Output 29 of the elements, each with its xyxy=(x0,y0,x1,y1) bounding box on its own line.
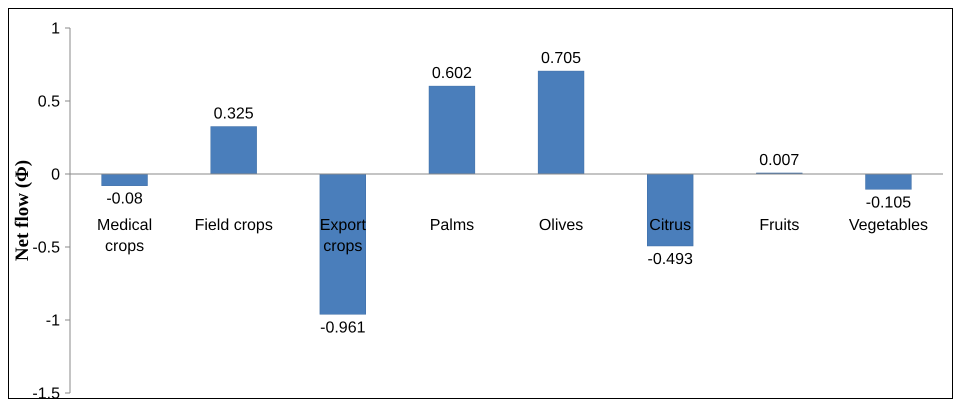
bar xyxy=(320,174,366,315)
bar xyxy=(647,174,694,246)
data-label: -0.105 xyxy=(866,194,912,212)
bar xyxy=(101,174,148,186)
y-tick-label: 0.5 xyxy=(38,94,60,111)
x-tick-label: Medical crops xyxy=(96,217,152,255)
bar xyxy=(538,70,584,174)
x-tick-label: Olives xyxy=(538,217,584,234)
x-tick-label: Palms xyxy=(430,217,474,234)
y-tick-label: -0.5 xyxy=(32,240,60,257)
data-label: 0.007 xyxy=(759,152,800,169)
data-label: 0.325 xyxy=(214,106,254,123)
x-tick-label: Fruits xyxy=(759,217,800,234)
x-tick-label: Export crops xyxy=(320,217,366,255)
data-label: 0.705 xyxy=(541,50,582,68)
data-label: -0.493 xyxy=(648,250,693,268)
x-tick-label: Citrus xyxy=(649,217,692,234)
bar xyxy=(210,126,257,174)
x-tick-label: Vegetables xyxy=(848,217,928,234)
data-label: -0.961 xyxy=(320,319,366,336)
bar xyxy=(865,174,912,190)
y-axis-title: Net flow (Φ) xyxy=(12,160,33,262)
y-tick-label: 0 xyxy=(51,166,60,184)
y-tick-label: 1 xyxy=(51,20,60,38)
x-tick-label: Field crops xyxy=(194,217,273,234)
data-label: 0.602 xyxy=(432,65,472,82)
bar xyxy=(428,86,476,174)
data-label: -0.08 xyxy=(106,190,143,208)
y-tick-label: -1 xyxy=(46,312,60,330)
